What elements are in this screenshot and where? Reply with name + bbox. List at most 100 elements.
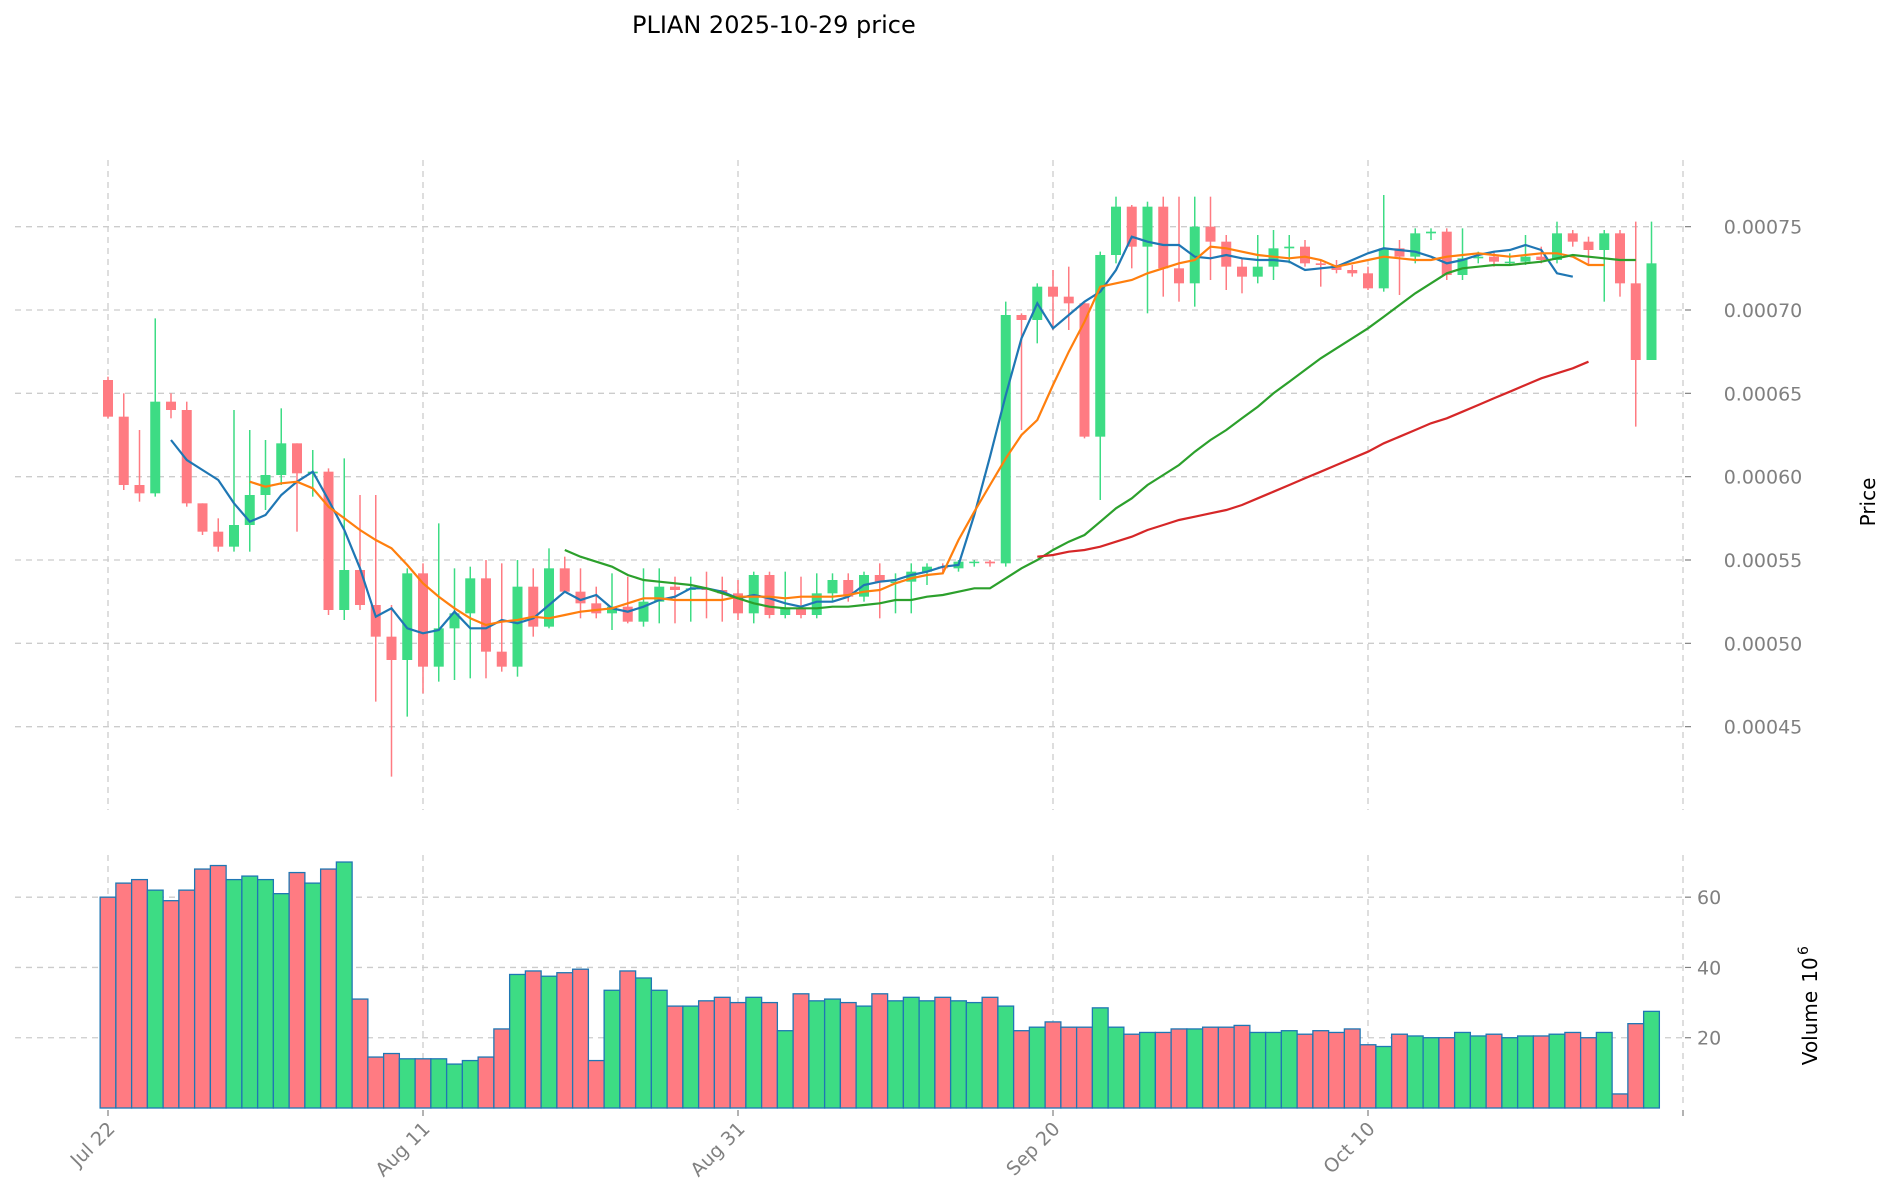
ma-line-ma5: [170, 235, 1574, 635]
volume-bar: [367, 1056, 385, 1109]
candle-body: [481, 578, 491, 652]
volume-bar: [256, 878, 275, 1109]
volume-bar: [823, 998, 842, 1109]
volume-bar: [1579, 1037, 1598, 1109]
volume-bar: [1390, 1033, 1409, 1109]
volume-bar: [272, 893, 290, 1109]
candle-body: [1646, 263, 1657, 360]
volume-bar: [335, 861, 353, 1109]
volume-bar: [1611, 1093, 1629, 1109]
volume-bar: [808, 1000, 826, 1109]
volume-bar: [1217, 1026, 1235, 1109]
candle-body: [418, 573, 428, 667]
candle-body: [969, 561, 980, 564]
volume-bar: [965, 1001, 983, 1109]
price-tick-label: 0.00065: [1724, 383, 1803, 405]
volume-bar: [556, 972, 574, 1109]
ma-line-ma10: [249, 245, 1605, 627]
candle-body: [1536, 256, 1547, 260]
volume-bar: [445, 1063, 464, 1109]
volume-bar: [1154, 1031, 1172, 1109]
volume-bar: [1627, 1023, 1645, 1109]
volume-bar: [99, 896, 117, 1109]
candle-body: [1410, 233, 1421, 257]
candle-body: [559, 568, 570, 592]
volume-bar: [493, 1028, 511, 1109]
ma-line-ma30: [1037, 360, 1589, 558]
candle-body: [213, 531, 224, 547]
candle-body: [528, 586, 539, 627]
candle-body: [780, 608, 791, 615]
candle-body: [843, 580, 854, 597]
candle-body: [1394, 248, 1405, 257]
volume-bar: [1296, 1033, 1314, 1109]
volume-axis-exponent: 6: [1796, 946, 1812, 955]
volume-axis-label-group: Volume 10 6: [1796, 946, 1822, 1065]
volume-bar: [1107, 1026, 1125, 1109]
candle-body: [1252, 266, 1263, 277]
candle-body: [1174, 268, 1184, 284]
candle-body: [465, 578, 476, 614]
candle-body: [134, 485, 145, 494]
candle-body: [118, 416, 129, 485]
volume-bar: [1532, 1035, 1550, 1109]
volume-bar: [634, 977, 653, 1109]
volume-bar: [1186, 1028, 1204, 1109]
candle-body: [670, 586, 680, 590]
candle-body: [654, 586, 665, 602]
volume-bar: [146, 889, 164, 1109]
candle-body: [1079, 303, 1090, 437]
candle-body: [1552, 233, 1562, 260]
ma-line-ma20: [564, 253, 1636, 610]
candle-body: [1189, 226, 1200, 284]
volume-bar: [1595, 1031, 1613, 1109]
volume-bar: [587, 1059, 605, 1109]
volume-tick-label: 40: [1697, 957, 1721, 979]
candle-body: [1473, 256, 1484, 259]
candle-body: [906, 571, 917, 582]
volume-bar: [949, 1000, 968, 1109]
candle-body: [1126, 206, 1137, 247]
candle-body: [433, 628, 444, 667]
candle-body: [1363, 273, 1373, 289]
candle-body: [181, 410, 192, 504]
candle-body: [1583, 241, 1594, 250]
volume-bar: [461, 1059, 479, 1109]
candle-body: [449, 613, 460, 629]
candle-body: [103, 380, 113, 417]
price-tick-label: 0.00045: [1724, 717, 1803, 739]
candle-body: [1063, 296, 1074, 304]
candle-body: [1158, 206, 1169, 269]
candle-body: [544, 568, 554, 627]
volume-bar: [792, 993, 810, 1109]
candle-body: [1347, 270, 1358, 274]
volume-bar: [1201, 1026, 1220, 1109]
candle-body: [512, 586, 523, 667]
candle-body: [339, 570, 350, 610]
volume-bar: [319, 868, 338, 1109]
volume-bar: [1375, 1045, 1393, 1109]
candle-body: [874, 575, 885, 582]
candle-body: [292, 443, 302, 474]
candle-body: [229, 525, 239, 547]
volume-bar: [855, 1005, 873, 1109]
candle-body: [1504, 261, 1515, 264]
volume-bar: [697, 1000, 716, 1109]
volume-bar: [1091, 1007, 1109, 1109]
price-tick-label: 0.00075: [1724, 217, 1803, 239]
volume-bar: [1469, 1035, 1487, 1109]
candle-body: [1048, 286, 1058, 297]
x-tick-label: Aug 11: [371, 1118, 434, 1181]
x-tick-label: Aug 31: [686, 1118, 749, 1181]
moving-average-lines: [170, 235, 1636, 635]
volume-bar: [886, 1000, 905, 1109]
volume-bar: [351, 998, 369, 1109]
volume-bar: [666, 1005, 684, 1109]
candle-body: [1441, 231, 1452, 275]
candle-body: [1095, 255, 1106, 437]
volume-bar: [178, 889, 196, 1109]
volume-bar: [571, 968, 590, 1109]
volume-bar: [682, 1005, 700, 1109]
candle-body: [764, 575, 775, 615]
